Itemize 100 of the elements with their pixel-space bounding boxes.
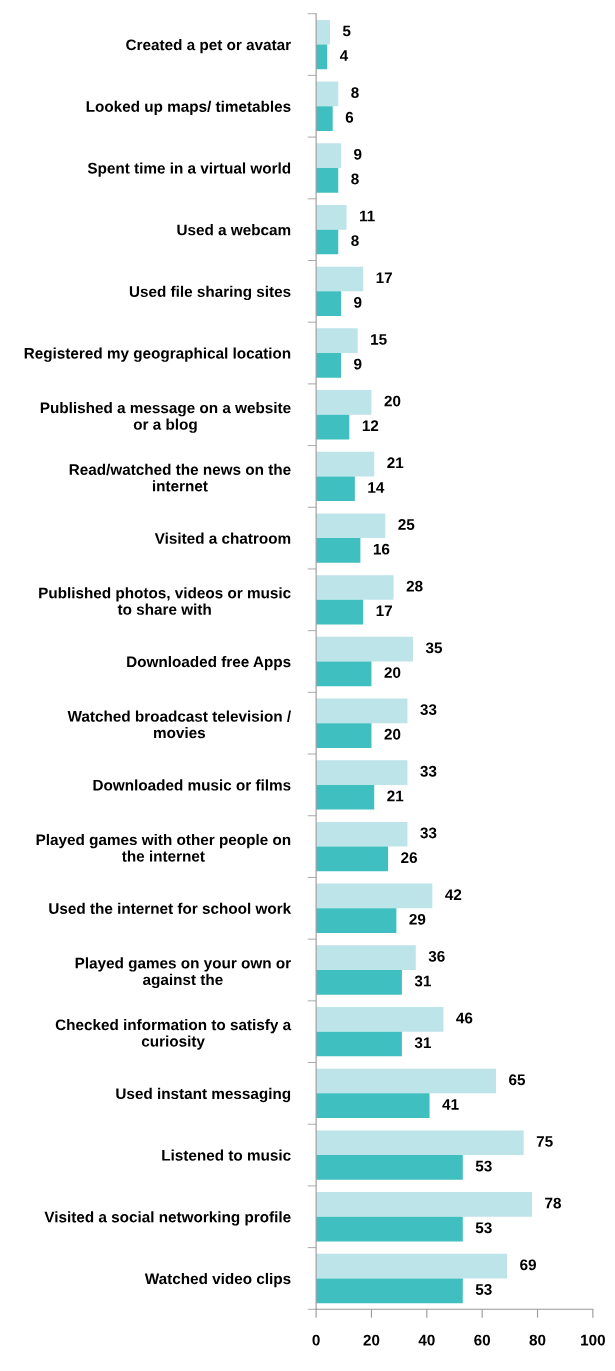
data-label: 20 — [384, 728, 401, 740]
data-label: 33 — [420, 765, 437, 777]
data-label: 65 — [509, 1074, 526, 1086]
x-tick-label: 80 — [529, 1334, 546, 1346]
data-label: 20 — [384, 667, 401, 678]
y-tick-label: Spent time in a virtual world — [87, 162, 291, 177]
data-label: 9 — [354, 296, 362, 308]
x-tick-label: 60 — [474, 1334, 491, 1346]
data-label: 25 — [398, 519, 415, 530]
bar — [316, 451, 375, 477]
bar — [316, 106, 333, 131]
bar — [316, 599, 364, 625]
bar — [316, 1130, 524, 1156]
bar — [316, 575, 394, 600]
data-label: 26 — [401, 852, 418, 864]
bar — [316, 698, 408, 724]
x-tick-label: 100 — [581, 1334, 605, 1346]
bar — [316, 229, 339, 255]
data-label: 78 — [545, 1197, 561, 1209]
y-tick-label: Published photos, videos or music to share with — [39, 587, 291, 615]
data-label: 28 — [406, 580, 423, 592]
bar — [316, 1068, 496, 1094]
data-label: 17 — [376, 272, 392, 283]
bar — [316, 945, 416, 970]
bar — [316, 538, 361, 563]
bar — [316, 19, 330, 45]
bar — [316, 636, 413, 662]
x-tick-label: 0 — [312, 1334, 320, 1346]
data-label: 15 — [371, 334, 387, 345]
data-label: 29 — [409, 913, 426, 925]
bar — [316, 353, 342, 378]
bar — [316, 390, 372, 415]
bar — [316, 291, 342, 317]
data-label: 75 — [536, 1136, 553, 1147]
y-tick-label: Created a pet or avatar — [126, 39, 291, 54]
data-label: 36 — [428, 950, 445, 962]
data-label: 6 — [345, 111, 354, 123]
y-tick-label: Watched video clips — [144, 1272, 291, 1288]
data-label: 21 — [387, 790, 404, 802]
bar — [316, 204, 347, 230]
data-label: 4 — [339, 50, 349, 61]
bar — [316, 1031, 402, 1057]
y-tick-label: Watched broadcast television / movies — [67, 710, 291, 739]
y-tick-label: Played games on your own or against the — [75, 957, 291, 989]
bar — [316, 760, 408, 785]
data-label: 9 — [354, 148, 362, 160]
data-label: 35 — [425, 642, 443, 654]
bar — [316, 1216, 463, 1242]
data-label: 8 — [351, 87, 359, 99]
bar — [316, 723, 372, 748]
y-tick-label: Downloaded music or films — [93, 779, 291, 791]
data-label: 33 — [420, 827, 437, 839]
data-label: 53 — [475, 1160, 492, 1172]
y-tick-label: Checked information to satisfy a curiosity — [55, 1019, 292, 1050]
data-label: 41 — [442, 1099, 459, 1110]
data-label: 20 — [384, 395, 401, 407]
bar — [316, 414, 350, 440]
bar — [316, 81, 339, 107]
data-label: 11 — [360, 210, 375, 222]
data-label: 12 — [362, 420, 379, 432]
bar — [316, 143, 342, 168]
bar — [316, 1155, 463, 1180]
bar — [316, 1278, 463, 1304]
y-tick-label: Registered my geographical location — [24, 347, 291, 362]
data-label: 69 — [520, 1259, 536, 1271]
bar — [316, 1007, 444, 1032]
bar — [316, 846, 389, 872]
bar — [316, 328, 358, 354]
y-tick-label: Played games with other people on the internet — [36, 833, 291, 862]
bar — [316, 1093, 430, 1119]
data-label: 46 — [456, 1012, 473, 1024]
y-tick-label: Published a message on a website or a blog — [40, 402, 291, 433]
y-tick-label: Visited a chatroom — [154, 532, 291, 544]
data-label: 53 — [475, 1284, 492, 1295]
y-tick-label: Used the internet for school work — [49, 902, 292, 914]
y-tick-label: Downloaded free Apps — [127, 655, 291, 671]
bar — [316, 266, 364, 292]
y-tick-label: Used a webcam — [177, 224, 291, 236]
y-tick-label: Looked up maps/ timetables — [86, 100, 291, 115]
bar — [316, 784, 375, 810]
bar — [316, 513, 386, 539]
bar — [316, 1253, 508, 1279]
data-label: 9 — [354, 358, 362, 370]
x-tick-label: 40 — [418, 1334, 435, 1346]
bar — [316, 908, 397, 933]
data-label: 42 — [445, 889, 462, 900]
x-tick-label: 20 — [363, 1334, 380, 1346]
data-label: 33 — [420, 704, 437, 715]
bar — [316, 969, 402, 995]
data-label: 21 — [387, 457, 404, 469]
y-tick-label: Listened to music — [162, 1149, 291, 1161]
data-label: 8 — [351, 235, 359, 247]
data-label: 17 — [376, 605, 392, 617]
y-tick-label: Used file sharing sites — [129, 285, 291, 301]
bar — [316, 661, 372, 687]
y-tick-label: Visited a social networking profile — [44, 1211, 291, 1226]
y-tick-label: Used instant messaging — [116, 1087, 291, 1103]
data-label: 5 — [342, 25, 351, 37]
data-label: 31 — [414, 975, 431, 987]
data-label: 8 — [351, 173, 359, 185]
